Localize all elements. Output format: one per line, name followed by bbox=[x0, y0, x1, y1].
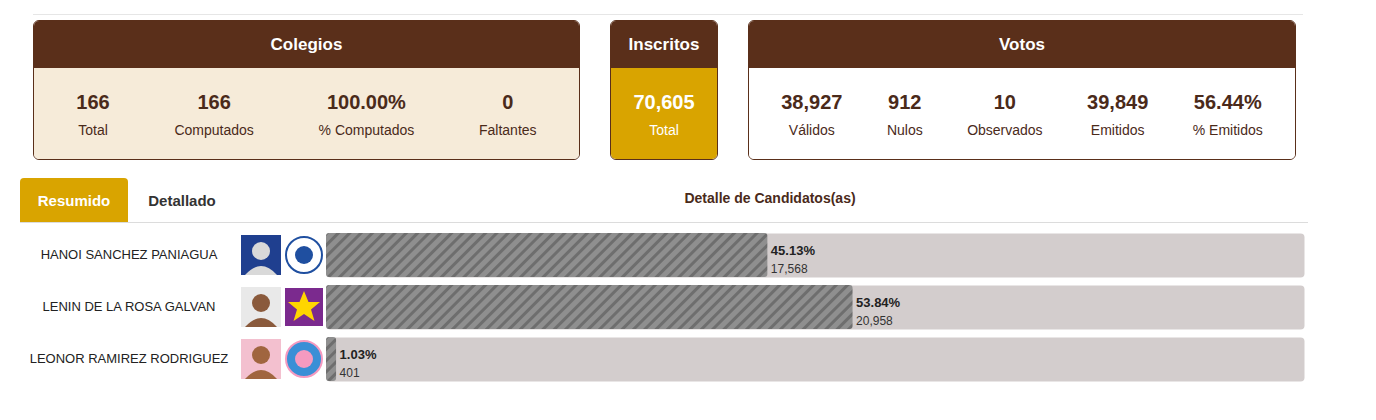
svg-text:1.03%: 1.03% bbox=[340, 347, 377, 362]
html-text:LENIN DE LA ROSA GALVAN: LENIN DE LA ROSA GALVAN bbox=[42, 299, 216, 314]
html-text:Resumido: Resumido bbox=[37, 191, 111, 209]
html-text:Detallado: Detallado bbox=[148, 191, 216, 209]
html-text:% Emitidos: % Emitidos bbox=[1192, 122, 1263, 138]
html-text:166: 166 bbox=[197, 91, 231, 113]
html-text:LEONOR RAMIREZ RODRIGUEZ: LEONOR RAMIREZ RODRIGUEZ bbox=[29, 351, 229, 366]
svg-text:20,958: 20,958 bbox=[856, 314, 893, 328]
html-text:Total: Total bbox=[78, 122, 108, 138]
html-text:Faltantes: Faltantes bbox=[479, 122, 537, 138]
svg-text:17,568: 17,568 bbox=[771, 262, 808, 276]
svg-text:53.84%: 53.84% bbox=[856, 295, 901, 310]
html-text:10: 10 bbox=[993, 91, 1016, 113]
html-text:Votos: Votos bbox=[999, 34, 1045, 54]
html-text:Detalle de Candidatos(as): Detalle de Candidatos(as) bbox=[684, 190, 856, 206]
html-text:56.44%: 56.44% bbox=[1193, 91, 1262, 113]
html-text:100.00%: 100.00% bbox=[326, 91, 406, 113]
html-text:Válidos: Válidos bbox=[788, 122, 835, 138]
html-text:Computados: Computados bbox=[174, 122, 254, 138]
html-text:166: 166 bbox=[76, 91, 110, 113]
html-text:39,849: 39,849 bbox=[1087, 91, 1149, 113]
html-text:70,605: 70,605 bbox=[633, 91, 695, 113]
html-text:Nulos: Nulos bbox=[886, 122, 923, 138]
html-text:38,927: 38,927 bbox=[781, 91, 843, 113]
html-text:Emitidos: Emitidos bbox=[1090, 122, 1145, 138]
html-text:% Computados: % Computados bbox=[318, 122, 415, 138]
html-text:Inscritos: Inscritos bbox=[628, 34, 700, 54]
svg-text:45.13%: 45.13% bbox=[771, 243, 816, 258]
html-text:Observados: Observados bbox=[967, 122, 1043, 138]
html-text:0: 0 bbox=[502, 91, 514, 113]
svg-text:401: 401 bbox=[340, 366, 360, 380]
html-text:HANOI SANCHEZ PANIAGUA: HANOI SANCHEZ PANIAGUA bbox=[40, 247, 218, 262]
html-text:Colegios: Colegios bbox=[270, 34, 343, 54]
html-text:Total: Total bbox=[649, 122, 679, 138]
html-text:912: 912 bbox=[888, 91, 922, 113]
